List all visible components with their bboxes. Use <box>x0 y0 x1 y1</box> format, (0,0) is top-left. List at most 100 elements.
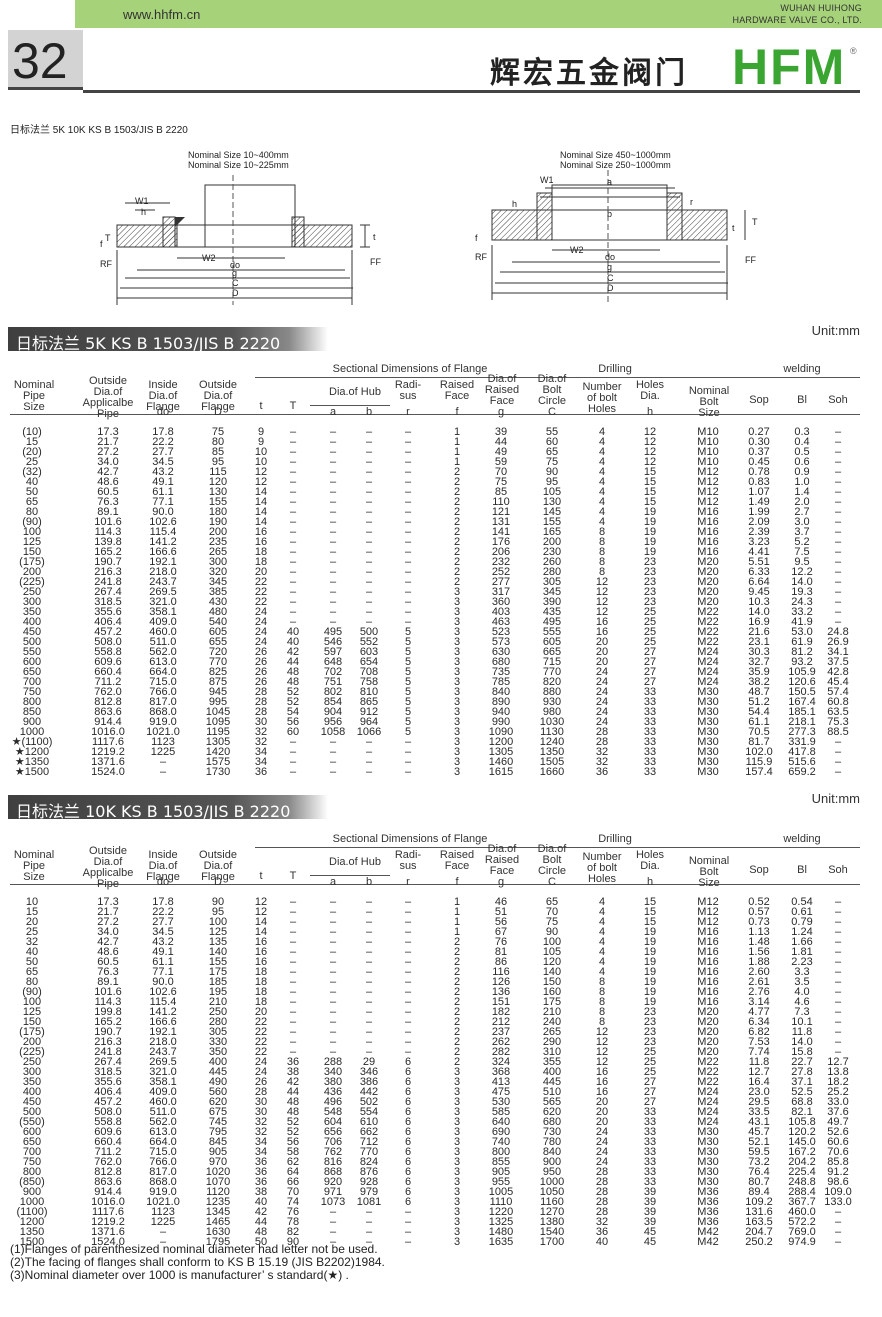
table-cell: – <box>289 976 297 988</box>
table-cell: – <box>365 896 373 908</box>
table-row: 25 34.0 34.5 125 14– – – –1 67 90 4 19 M16 1.13 1.24– <box>10 926 860 938</box>
table-cell: 1.24 <box>791 926 813 938</box>
flange-diagram-large: Nominal Size 450~1000mm Nominal Size 250… <box>470 145 770 320</box>
table-cell: 33 <box>643 1166 657 1178</box>
table-cell: 368 <box>491 1066 511 1078</box>
table-cell: 39 <box>643 1186 657 1198</box>
table-cell: – <box>404 746 412 758</box>
table-cell: 816 <box>323 1156 343 1168</box>
label-T: T <box>105 233 111 243</box>
table-cell: 770 <box>208 656 228 668</box>
table-cell: – <box>834 466 842 478</box>
header-sub-r: r <box>398 407 418 418</box>
table-row: 700 711.2 715.0 875 26 48 751 758 5 3 785 820 24 27 M2… <box>10 676 860 688</box>
table-cell: 4 <box>598 466 606 478</box>
table-cell: 750 <box>22 686 42 698</box>
table-cell: – <box>834 766 842 778</box>
table-cell: 6 <box>404 1136 412 1148</box>
table-cell: 75 <box>494 476 508 488</box>
table-cell: 330 <box>208 1036 228 1048</box>
table-cell: 385 <box>208 586 228 598</box>
table-cell: 1325 <box>488 1216 514 1228</box>
table-cell: 555 <box>542 626 562 638</box>
website-url[interactable]: www.hhfm.cn <box>123 7 201 22</box>
table-cell: M30 <box>697 766 719 778</box>
table-cell: 3.5 <box>794 976 810 988</box>
header-outside-pipe-line: Applicalbe <box>82 867 134 879</box>
table-cell: 840 <box>542 1146 562 1158</box>
header-dia-raised-line: Face <box>489 395 515 407</box>
table-cell: 919.0 <box>149 716 177 728</box>
table-cell: 2.0 <box>794 496 810 508</box>
table-cell: 4 <box>598 936 606 948</box>
table-cell: 6 <box>404 1186 412 1198</box>
footnote-1: (1)Flanges of parenthesized nominal diam… <box>10 1242 378 1256</box>
table-cell: 1020 <box>205 1166 231 1178</box>
table-cell: ★(1100) <box>11 736 53 748</box>
header-nominal-size-line: Size <box>23 401 45 413</box>
table-cell: 33 <box>643 766 657 778</box>
table-cell: 27.2 <box>97 446 119 458</box>
header-radius-line: Radi- <box>394 849 422 861</box>
table-cell: 267.4 <box>94 586 122 598</box>
label-W2: W2 <box>202 253 216 263</box>
table-cell: 18 <box>254 996 268 1008</box>
table-cell: M16 <box>697 516 719 528</box>
table-cell: 33 <box>643 696 657 708</box>
table-cell: 24 <box>254 1066 268 1078</box>
table-cell: 406.4 <box>94 1086 122 1098</box>
table-cell: 511.0 <box>149 636 177 648</box>
table-cell: 1016.0 <box>91 1196 125 1208</box>
table-cell: 4 <box>598 456 606 468</box>
table-cell: 175 <box>542 996 562 1008</box>
header-sub-b: b <box>359 407 379 418</box>
header-holes-dia-line: Holes <box>635 379 665 391</box>
table-cell: – <box>404 1006 412 1018</box>
header-dia-hub-line: Dia.of Hub <box>329 386 381 398</box>
table-cell: 166.6 <box>149 1016 177 1028</box>
table-cell: 318.5 <box>94 596 122 608</box>
table-row: 1350 1371.6–1630 48 82– – –3 1480 1540 36 45 M42 20… <box>10 1226 860 1238</box>
table-cell: 23 <box>643 1006 657 1018</box>
table-cell: (850) <box>19 1176 45 1188</box>
table-cell: 1.07 <box>748 486 770 498</box>
table-cell: 131 <box>491 516 511 528</box>
table-cell: – <box>834 756 842 768</box>
table-cell: – <box>365 596 373 608</box>
table-cell: 125 <box>22 1006 42 1018</box>
table-cell: 700 <box>22 676 42 688</box>
table-cell: 27.8 <box>791 1066 813 1078</box>
table-cell: 39 <box>494 426 508 438</box>
table-cell: 27 <box>643 676 657 688</box>
table-cell: 680 <box>542 1116 562 1128</box>
table-cell: 8 <box>598 986 606 998</box>
header-sub-h: h <box>640 877 660 888</box>
table-cell: 40 <box>286 636 300 648</box>
table-cell: 12 <box>643 426 657 438</box>
table-cell: 890 <box>491 696 511 708</box>
table-row: (90) 101.6 102.6 190 14– – – –2 131 155 4 19 M16 2.09… <box>10 516 860 528</box>
table-cell: 457.2 <box>94 626 122 638</box>
table-cell: 60 <box>286 726 300 738</box>
table-cell: – <box>365 546 373 558</box>
table-cell: – <box>289 756 297 768</box>
table-cell: 905 <box>208 1146 228 1158</box>
table-cell: – <box>404 466 412 478</box>
table-cell: – <box>404 1226 412 1238</box>
table-cell: 6.82 <box>748 1026 770 1038</box>
table-cell: 665 <box>542 646 562 658</box>
table-cell: – <box>365 426 373 438</box>
table-cell: 660.4 <box>94 666 122 678</box>
header-sub-r: r <box>398 877 418 888</box>
table-cell: 12 <box>595 1056 609 1068</box>
table-row: 125 199.8 141.2 250 20– – – –2 182 210 8 23 M20 4.77 7… <box>10 1006 860 1018</box>
table-cell: 442 <box>359 1086 379 1098</box>
header-welding: welding <box>772 364 832 375</box>
table-cell: 12.7 <box>748 1066 770 1078</box>
table-cell: 1345 <box>205 1206 231 1218</box>
table-cell: 120 <box>542 956 562 968</box>
table-cell: 95 <box>211 906 225 918</box>
header-nominal-bolt-line: Bolt <box>699 866 719 878</box>
table-cell: 305 <box>208 1026 228 1038</box>
table-cell: 1240 <box>539 736 565 748</box>
